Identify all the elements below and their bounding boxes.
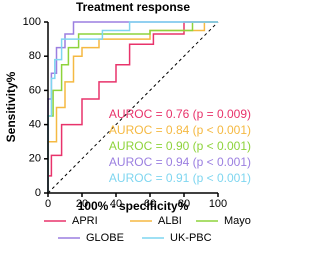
roc-curve (47, 21, 218, 193)
x-tick-label: 40 (110, 198, 122, 210)
roc-curve (47, 21, 218, 193)
y-axis-label: Sensitivity% (4, 71, 18, 142)
legend-label: ALBI (158, 215, 182, 227)
legend-label: GLOBE (86, 232, 124, 244)
legend-label: APRI (72, 215, 98, 227)
auroc-annotation: AUROC = 0.91 (p < 0.001) (109, 171, 251, 185)
y-tick-label: 0 (35, 187, 41, 199)
auroc-annotation: AUROC = 0.84 (p < 0.001) (109, 123, 251, 137)
chart-title: Treatment response (76, 0, 190, 14)
x-tick-label: 60 (144, 198, 156, 210)
x-tick-label: 0 (45, 198, 51, 210)
y-tick-label: 40 (29, 119, 41, 131)
auroc-annotation: AUROC = 0.90 (p < 0.001) (109, 139, 251, 153)
roc-curve (47, 21, 218, 193)
reference-line (47, 21, 219, 194)
x-tick-label: 80 (178, 198, 190, 210)
y-tick-label: 60 (29, 84, 41, 96)
y-tick-label: 100 (23, 16, 41, 28)
roc-curve (47, 21, 218, 193)
chart: Treatment response 100% - specificity% S… (4, 0, 251, 244)
legend-label: Mayo (224, 215, 251, 227)
auroc-annotation: AUROC = 0.94 (p < 0.001) (109, 155, 251, 169)
x-axis-label: 100% - specificity% (78, 199, 189, 213)
x-tick-label: 20 (76, 198, 88, 210)
y-tick-label: 80 (29, 50, 41, 62)
x-tick-label: 100 (209, 198, 227, 210)
legend-label: UK-PBC (170, 232, 212, 244)
y-tick-label: 20 (29, 153, 41, 165)
auroc-annotation: AUROC = 0.76 (p = 0.009) (109, 107, 251, 121)
